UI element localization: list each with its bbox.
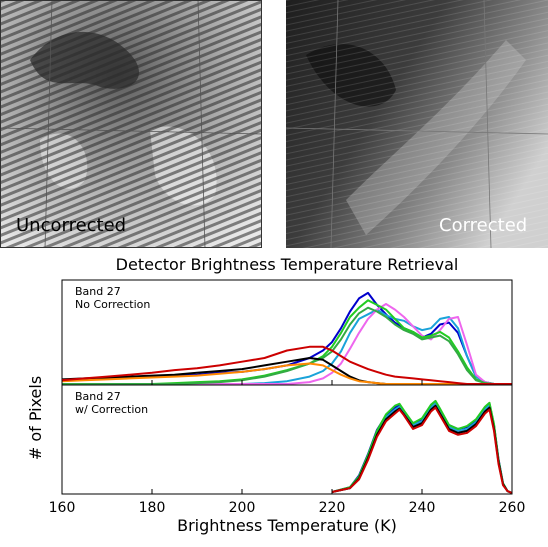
panel-label-1-line1: Band 27 (75, 285, 121, 298)
x-tick-label-180: 180 (139, 500, 166, 516)
x-tick-label-260: 260 (499, 500, 526, 516)
corrected-image: Corrected (286, 0, 548, 248)
panel-label-1-line2: No Correction (75, 298, 150, 311)
series-line-1-2 (62, 308, 512, 385)
plot-frame-2 (61, 384, 513, 495)
panel-label-2-line2: w/ Correction (75, 403, 148, 416)
x-tick-label-160: 160 (49, 500, 76, 516)
x-tick-label-220: 220 (319, 500, 346, 516)
uncorrected-label: Uncorrected (16, 215, 127, 236)
x-tick-label-200: 200 (229, 500, 256, 516)
chart-title: Detector Brightness Temperature Retrieva… (115, 255, 459, 274)
series-line-1-5 (62, 306, 512, 385)
series-line-2-3 (331, 399, 513, 494)
uncorrected-image-graphic (0, 0, 262, 248)
series-line-1-8 (61, 345, 512, 385)
panel-label-2-line1: Band 27 (75, 390, 121, 403)
corrected-label: Corrected (439, 215, 528, 236)
series-line-2-5 (331, 406, 513, 494)
x-axis-label: Brightness Temperature (K) (177, 516, 397, 535)
corrected-image-graphic (286, 0, 548, 248)
x-tick-label-240: 240 (409, 500, 436, 516)
uncorrected-image: Uncorrected (0, 0, 262, 248)
